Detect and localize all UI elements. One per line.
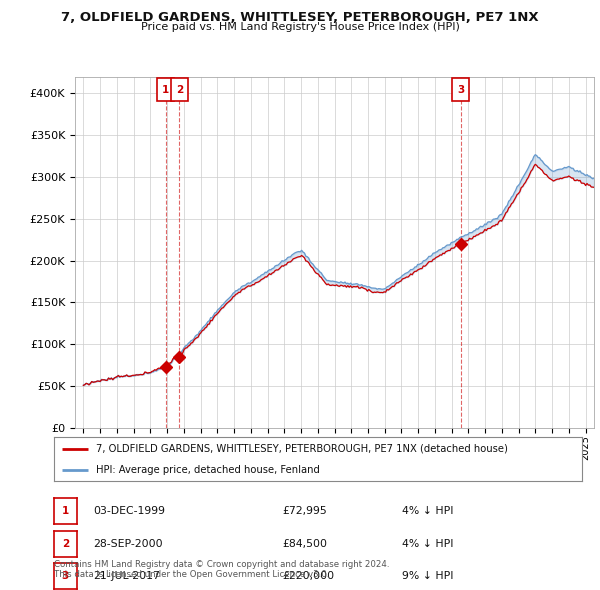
- FancyBboxPatch shape: [157, 78, 175, 101]
- Text: 3: 3: [457, 85, 464, 95]
- Text: £72,995: £72,995: [282, 506, 327, 516]
- Text: 4% ↓ HPI: 4% ↓ HPI: [402, 506, 454, 516]
- Text: 1: 1: [162, 85, 169, 95]
- Text: 21-JUL-2017: 21-JUL-2017: [93, 571, 160, 581]
- Text: £84,500: £84,500: [282, 539, 327, 549]
- Text: 2: 2: [62, 539, 69, 549]
- Text: Price paid vs. HM Land Registry's House Price Index (HPI): Price paid vs. HM Land Registry's House …: [140, 22, 460, 32]
- FancyBboxPatch shape: [171, 78, 188, 101]
- Text: 28-SEP-2000: 28-SEP-2000: [93, 539, 163, 549]
- Text: HPI: Average price, detached house, Fenland: HPI: Average price, detached house, Fenl…: [96, 465, 320, 475]
- FancyBboxPatch shape: [452, 78, 469, 101]
- Text: 03-DEC-1999: 03-DEC-1999: [93, 506, 165, 516]
- Text: 7, OLDFIELD GARDENS, WHITTLESEY, PETERBOROUGH, PE7 1NX: 7, OLDFIELD GARDENS, WHITTLESEY, PETERBO…: [61, 11, 539, 24]
- Text: 7, OLDFIELD GARDENS, WHITTLESEY, PETERBOROUGH, PE7 1NX (detached house): 7, OLDFIELD GARDENS, WHITTLESEY, PETERBO…: [96, 444, 508, 454]
- Text: 3: 3: [62, 571, 69, 581]
- Text: Contains HM Land Registry data © Crown copyright and database right 2024.
This d: Contains HM Land Registry data © Crown c…: [54, 560, 389, 579]
- Text: 4% ↓ HPI: 4% ↓ HPI: [402, 539, 454, 549]
- Text: 9% ↓ HPI: 9% ↓ HPI: [402, 571, 454, 581]
- Text: 2: 2: [176, 85, 183, 95]
- Text: 1: 1: [62, 506, 69, 516]
- Text: £220,000: £220,000: [282, 571, 334, 581]
